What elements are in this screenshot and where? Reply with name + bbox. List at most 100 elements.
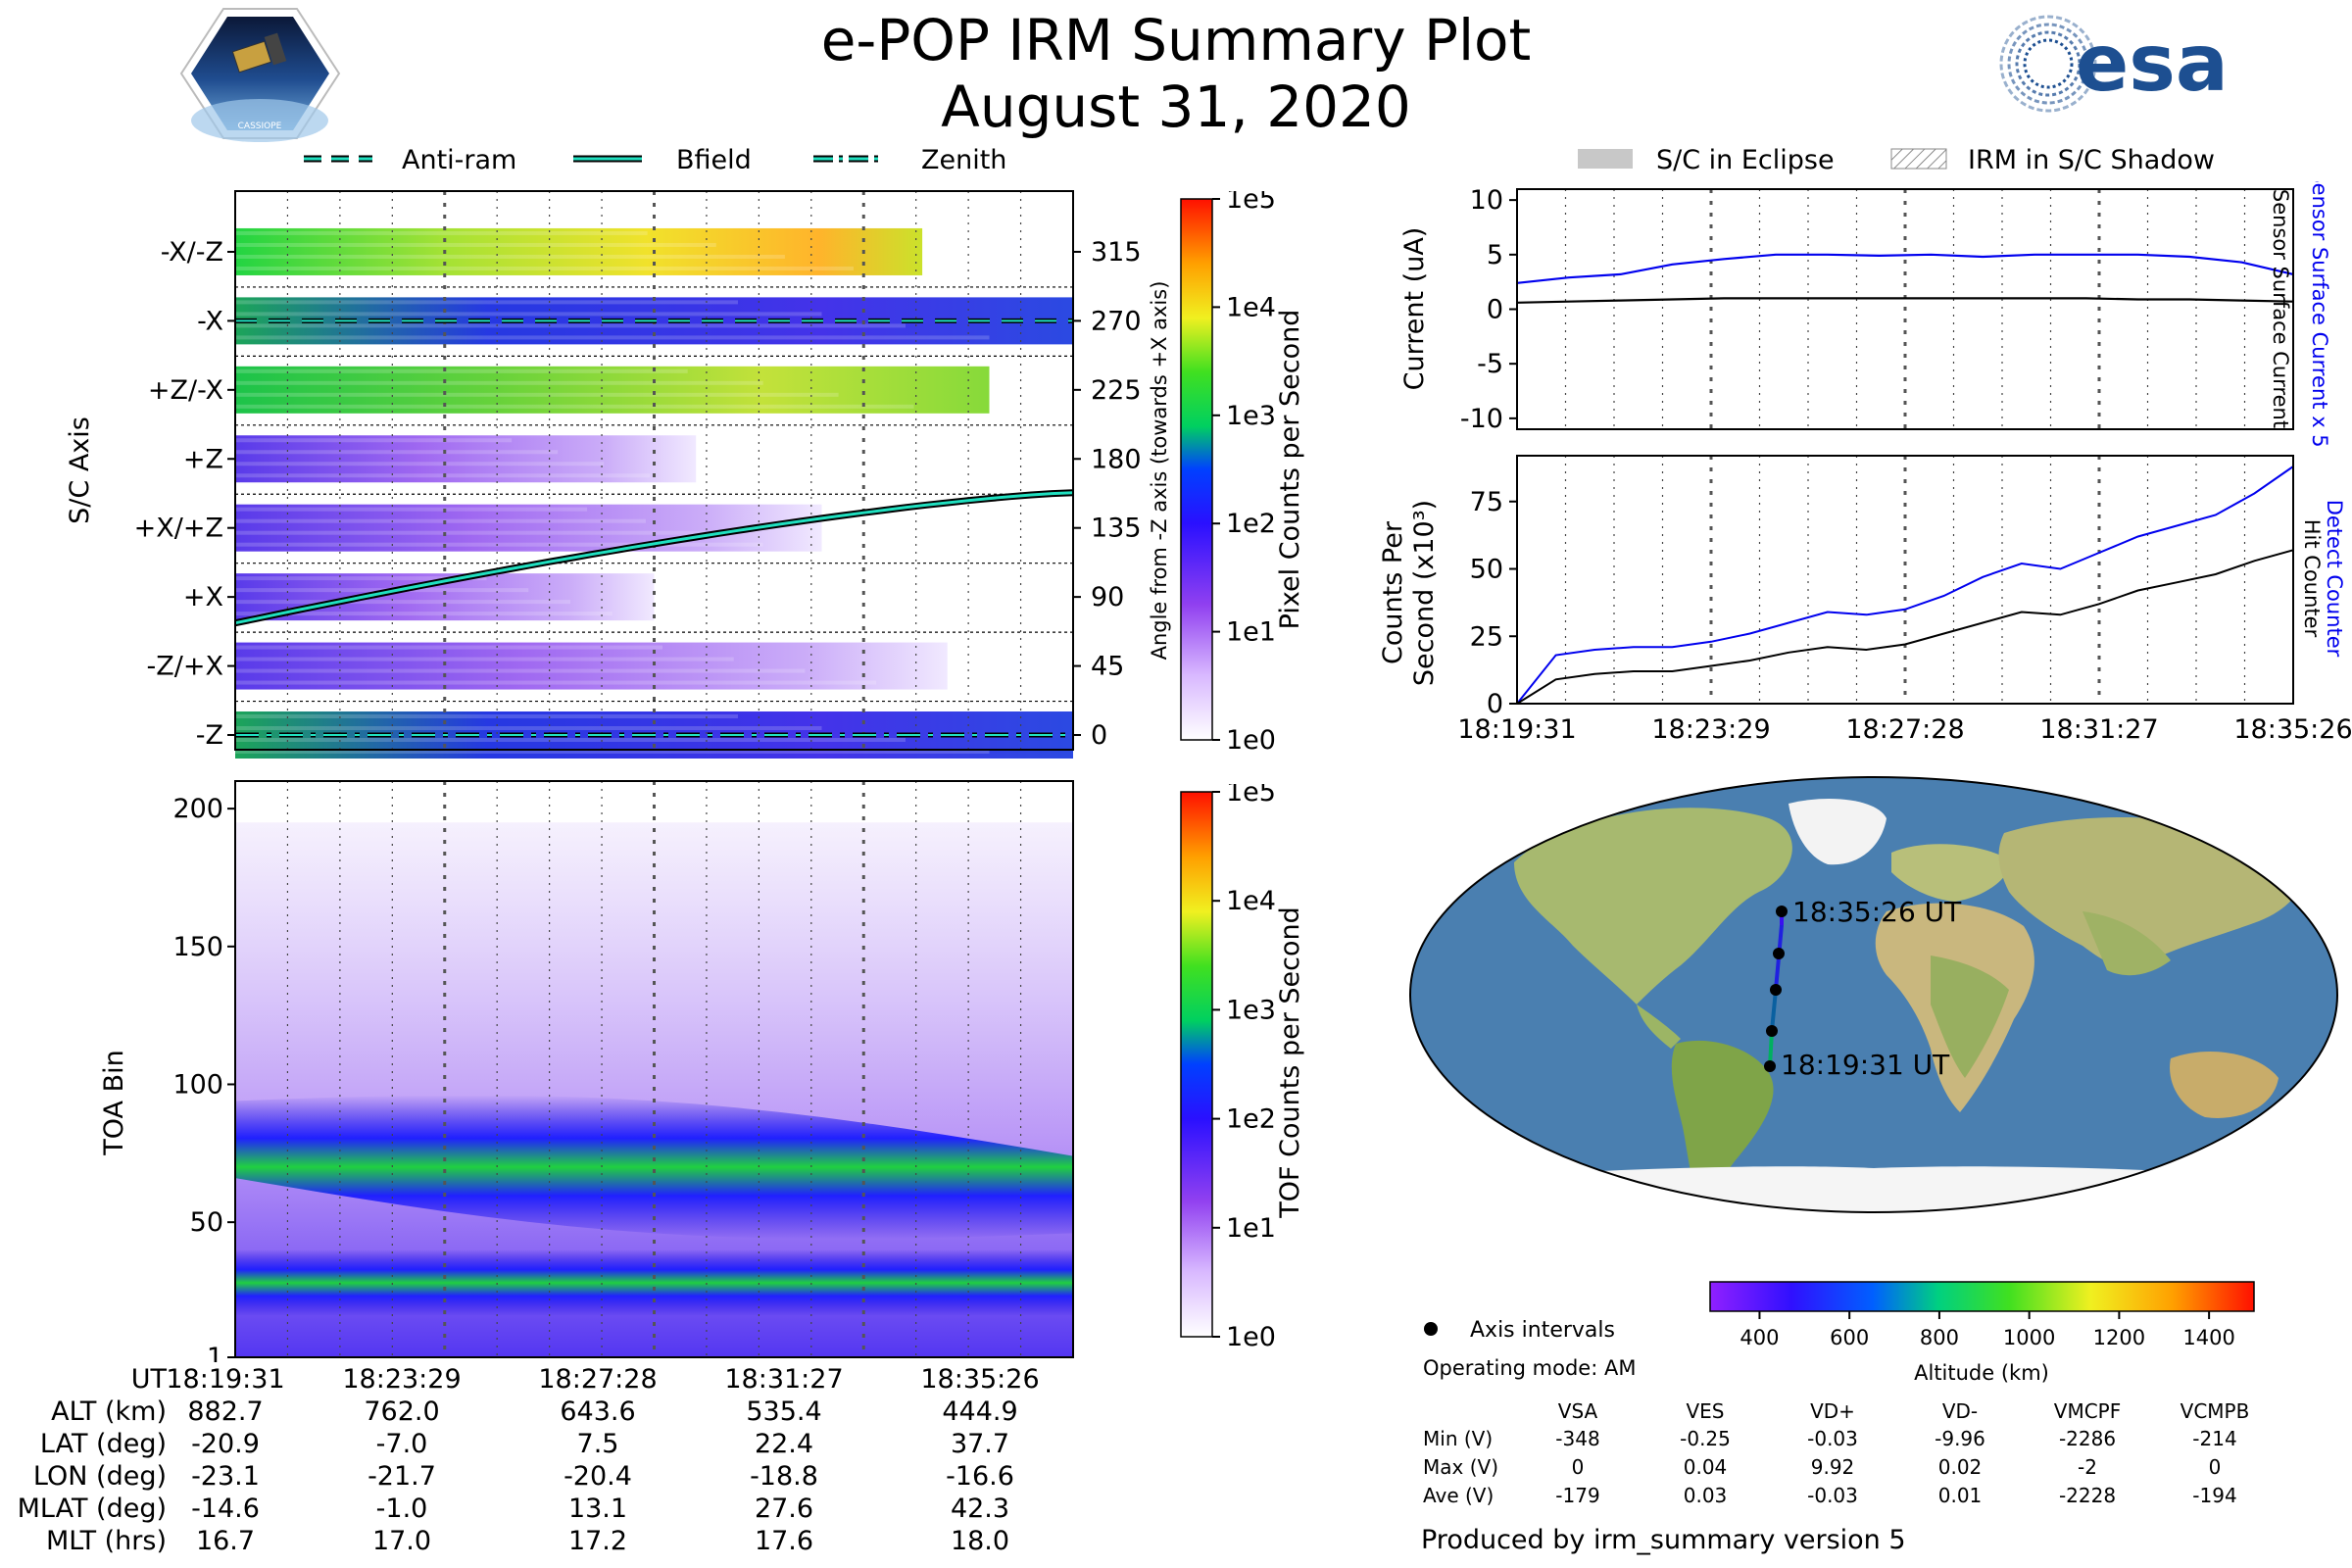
interval-marker-4: [1773, 948, 1785, 959]
legend-zenith: Zenith: [813, 145, 1006, 175]
pixel-yright-label: 45: [1091, 652, 1124, 682]
pixel-band-streak: [235, 368, 688, 373]
voltage-cell: 0.02: [1937, 1455, 1983, 1479]
legend-bfield: Bfield: [573, 145, 752, 175]
altitude-colorbar: 400 600 800 1000 1200 1400 Altitude (km): [1709, 1281, 2255, 1385]
produced-by: Produced by irm_summary version 5: [1421, 1525, 1906, 1555]
pixel-band-streak: [235, 438, 513, 443]
shadow-legend: S/C in Eclipse IRM in S/C Shadow: [1578, 145, 2215, 175]
bfield-curve-inner: [234, 491, 1074, 625]
pixel-band--X/-Z: [235, 227, 923, 275]
pixel-yright-label: 225: [1091, 375, 1142, 406]
ephemeris-cell: 18:27:28: [538, 1364, 658, 1395]
voltage-cell: -0.25: [1680, 1427, 1731, 1450]
ephemeris-cell: 17.6: [754, 1526, 814, 1556]
tof-ylabel: TOA Bin: [99, 1050, 129, 1155]
voltage-row-label: Max (V): [1423, 1455, 1498, 1479]
altitude-tick-label: 1400: [2182, 1326, 2234, 1349]
altitude-tick-label: 1200: [2093, 1326, 2145, 1349]
pixel-band-streak: [235, 668, 806, 673]
ephemeris-cell: 17.2: [567, 1526, 628, 1556]
ephemeris-cell: -21.7: [368, 1461, 436, 1492]
voltage-column-header: VES: [1686, 1399, 1725, 1423]
tof-lower-band: [235, 1250, 1073, 1316]
line-plot-ytick-label: 0: [1487, 295, 1503, 325]
tof-spectrogram-panel: 200 150 100 50 1 TOA Bin: [99, 780, 1074, 1362]
ephemeris-cell: 18:23:29: [342, 1364, 462, 1395]
current-label: Sensor Surface Current: [2269, 189, 2292, 428]
pixel-band--Z/+X: [235, 642, 948, 690]
esa-logo: esa: [1999, 15, 2229, 113]
ephemeris-cell: 27.6: [754, 1494, 814, 1524]
colorbar-tick-label: 1e3: [1226, 401, 1276, 431]
ephemeris-cell: 37.7: [950, 1429, 1010, 1459]
esa-logo-text: esa: [2076, 18, 2229, 109]
altitude-tick-label: 1000: [2003, 1326, 2055, 1349]
pixel-band-streak: [235, 254, 785, 259]
legend-zenith-label: Zenith: [921, 145, 1006, 175]
ephemeris-cell: 643.6: [560, 1396, 636, 1427]
voltage-cell: -2228: [2058, 1484, 2117, 1507]
tof-ytick-label: 50: [190, 1207, 223, 1238]
voltage-cell: -0.03: [1807, 1427, 1858, 1450]
colorbar-tick-label: 1e0: [1226, 1322, 1276, 1352]
interval-marker-5: [1776, 906, 1788, 917]
colorbar-tick-label: 1e5: [1226, 191, 1276, 215]
pixel-band-streak: [235, 542, 763, 547]
voltage-cell: -214: [2192, 1427, 2237, 1450]
pixel-ycat-label: +Z: [183, 444, 223, 474]
ephemeris-row-label: LAT (deg): [39, 1429, 167, 1459]
voltage-cell: 0.04: [1683, 1455, 1728, 1479]
voltage-cell: -179: [1555, 1484, 1600, 1507]
pixel-band-streak: [235, 473, 651, 478]
ephemeris-row-label: LON (deg): [32, 1461, 167, 1492]
colorbar-tick-label: 1e2: [1226, 1104, 1276, 1135]
colorbar-tick-label: 1e2: [1226, 509, 1276, 539]
counts-xtick-label: 18:19:31: [1457, 714, 1576, 745]
voltage-table: VSA VES VD+ VD- VMCPF VCMPB Min (V) -348 -0.25 -0…: [1411, 1399, 2352, 1527]
pixel-colorbar-label: Pixel Counts per Second: [1275, 310, 1305, 630]
voltage-cell: -2: [2078, 1455, 2097, 1479]
pixel-band-streak: [235, 612, 612, 616]
legend-shadow-swatch: [1890, 148, 1947, 170]
altitude-tick-label: 400: [1740, 1326, 1779, 1349]
pixel-yright-label: 180: [1091, 444, 1142, 474]
legend-antiram-label: Anti-ram: [402, 145, 516, 175]
ephemeris-table: UT 18:19:31 18:23:29 18:27:28 18:31:27 18:35:…: [0, 1364, 1176, 1565]
ephemeris-cell: 16.7: [195, 1526, 256, 1556]
voltage-column-header: VMCPF: [2053, 1399, 2122, 1423]
axis-interval-marker: [1424, 1322, 1438, 1336]
line-legend: Anti-ram Bfield Zenith: [304, 145, 1006, 175]
detect-counter-label: Detect Counter: [2323, 500, 2346, 658]
ephemeris-cell: 762.0: [364, 1396, 440, 1427]
ephemeris-cell: 22.4: [754, 1429, 814, 1459]
legend-antiram: Anti-ram: [304, 145, 516, 175]
pixel-band-streak: [235, 323, 906, 328]
ephemeris-cell: 13.1: [567, 1494, 628, 1524]
current-x5-label: Sensor Surface Current x 5: [2308, 181, 2331, 446]
pixel-colorbar: 1e5 1e4 1e3 1e2 1e1 1e0 Pixel Counts per Seco…: [1180, 191, 1305, 756]
pixel-band-streak: [235, 576, 487, 581]
voltage-cell: 0.01: [1937, 1484, 1983, 1507]
pixel-band-streak: [235, 518, 646, 523]
pixel-y-right-ticks: 315 270 225 180 135 90 45 0: [1073, 237, 1142, 751]
pixel-band-+Z: [235, 435, 697, 483]
pixel-band-streak: [235, 680, 877, 685]
pixel-ylabel: S/C Axis: [65, 416, 95, 524]
map-end-label: 18:35:26 UT: [1792, 896, 1962, 928]
legend-shadow-label: IRM in S/C Shadow: [1968, 145, 2215, 175]
altitude-tick-label: 600: [1830, 1326, 1869, 1349]
pixel-spectrogram-panel: S/C Axis -X/-Z -X +Z/-X +Z +X/+Z +X -Z/+X -Z 31…: [65, 190, 1171, 759]
voltage-column-header: VSA: [1557, 1399, 1598, 1423]
pixel-yright-label: 270: [1091, 306, 1142, 336]
ephemeris-cell: 7.5: [576, 1429, 619, 1459]
counts-xtick-label: 18:23:29: [1651, 714, 1770, 745]
ephemeris-cell: -23.1: [191, 1461, 260, 1492]
pixel-ycat-label: -X/-Z: [161, 237, 223, 268]
ephemeris-cell: 18:35:26: [920, 1364, 1040, 1395]
pixel-band-streak: [235, 750, 990, 754]
pixel-ycat-label: +Z/-X: [148, 375, 223, 406]
voltage-cell: 0.03: [1683, 1484, 1728, 1507]
world-map: 18:35:26 UT 18:19:31 UT: [1409, 776, 2338, 1213]
pixel-band-streak: [235, 645, 663, 650]
